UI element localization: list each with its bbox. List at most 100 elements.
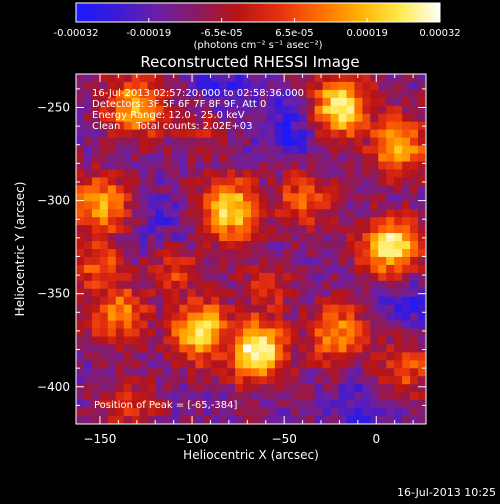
heatmap-cell <box>370 97 379 107</box>
heatmap-cell <box>147 209 156 218</box>
heatmap-cell <box>322 352 331 361</box>
heatmap-cell <box>362 360 371 369</box>
heatmap-cell <box>370 344 379 353</box>
heatmap-cell <box>83 376 93 385</box>
heatmap-cell <box>107 161 117 170</box>
heatmap-cell <box>179 209 188 218</box>
heatmap-cell <box>322 233 331 242</box>
heatmap-cell <box>179 233 188 242</box>
heatmap-cell <box>362 169 371 178</box>
heatmap-cell <box>91 161 101 170</box>
heatmap-cell <box>251 336 260 345</box>
heatmap-cell <box>346 408 355 417</box>
heatmap-cell <box>370 392 379 401</box>
heatmap-cell <box>402 225 411 234</box>
heatmap-cell <box>251 296 260 306</box>
heatmap-cell <box>163 161 172 170</box>
heatmap-cell <box>131 241 141 250</box>
heatmap-cell <box>354 384 363 393</box>
heatmap-cell <box>290 392 300 401</box>
heatmap-cell <box>211 280 220 290</box>
heatmap-cell <box>282 368 292 377</box>
heatmap-cell <box>354 153 363 162</box>
heatmap-cell <box>171 376 180 385</box>
heatmap-cell <box>258 113 268 123</box>
heatmap-cell <box>266 272 276 282</box>
heatmap-cell <box>282 81 292 91</box>
heatmap-cell <box>354 81 363 91</box>
heatmap-cell <box>76 129 85 139</box>
heatmap-cell <box>322 368 331 377</box>
heatmap-cell <box>203 320 212 329</box>
heatmap-cell <box>139 392 148 401</box>
heatmap-cell <box>123 296 133 306</box>
heatmap-cell <box>195 249 204 258</box>
heatmap-cell <box>298 328 308 337</box>
heatmap-cell <box>187 185 196 194</box>
heatmap-cell <box>251 368 260 377</box>
heatmap-cell <box>123 241 133 250</box>
heatmap-cell <box>171 296 180 306</box>
heatmap-cell <box>147 74 156 83</box>
heatmap-cell <box>115 121 125 131</box>
heatmap-cell <box>282 384 292 393</box>
heatmap-cell <box>107 312 117 321</box>
heatmap-cell <box>211 328 220 337</box>
heatmap-cell <box>147 193 156 202</box>
heatmap-cell <box>346 89 355 99</box>
heatmap-cell <box>76 328 85 337</box>
heatmap-cell <box>251 113 260 123</box>
heatmap-cell <box>346 280 355 290</box>
heatmap-cell <box>187 97 196 107</box>
heatmap-cell <box>139 121 148 131</box>
heatmap-cell <box>187 225 196 234</box>
heatmap-cell <box>107 121 117 131</box>
heatmap-cell <box>322 89 331 99</box>
heatmap-cell <box>76 153 85 162</box>
heatmap-cell <box>314 249 323 258</box>
heatmap-cell <box>251 145 260 154</box>
heatmap-cell <box>322 360 331 369</box>
heatmap-cell <box>282 336 292 345</box>
heatmap-cell <box>163 376 172 385</box>
heatmap-cell <box>314 352 323 361</box>
heatmap-cell <box>91 169 101 178</box>
heatmap-cell <box>91 328 101 337</box>
heatmap-cell <box>298 74 308 83</box>
heatmap-cell <box>322 272 331 282</box>
heatmap-cell <box>354 272 363 282</box>
heatmap-cell <box>314 81 323 91</box>
heatmap-cell <box>290 97 300 107</box>
heatmap-cell <box>147 177 156 186</box>
heatmap-cell <box>107 368 117 377</box>
heatmap-cell <box>338 105 347 115</box>
heatmap-cell <box>115 296 125 306</box>
heatmap-cell <box>266 241 276 250</box>
heatmap-cell <box>155 328 164 337</box>
heatmap-cell <box>330 97 339 107</box>
heatmap-cell <box>139 249 148 258</box>
heatmap-cell <box>195 272 204 282</box>
heatmap-cell <box>274 416 284 425</box>
heatmap-cell <box>91 288 101 298</box>
heatmap-cell <box>195 129 204 139</box>
heatmap-cell <box>386 312 395 321</box>
heatmap-cell <box>179 264 188 274</box>
heatmap-cell <box>290 217 300 226</box>
footer-timestamp: 16-Jul-2013 10:25 <box>397 486 496 499</box>
heatmap-cell <box>354 225 363 234</box>
heatmap-cell <box>346 105 355 115</box>
heatmap-cell <box>274 400 284 409</box>
heatmap-cell <box>394 169 403 178</box>
heatmap-cell <box>171 145 180 154</box>
heatmap-cell <box>99 129 109 139</box>
heatmap-cell <box>418 376 427 385</box>
heatmap-cell <box>306 185 316 194</box>
heatmap-cell <box>155 296 164 306</box>
heatmap-cell <box>211 169 220 178</box>
heatmap-cell <box>203 376 212 385</box>
heatmap-cell <box>115 145 125 154</box>
heatmap-cell <box>354 256 363 266</box>
heatmap-cell <box>306 113 316 123</box>
heatmap-cell <box>402 105 411 115</box>
